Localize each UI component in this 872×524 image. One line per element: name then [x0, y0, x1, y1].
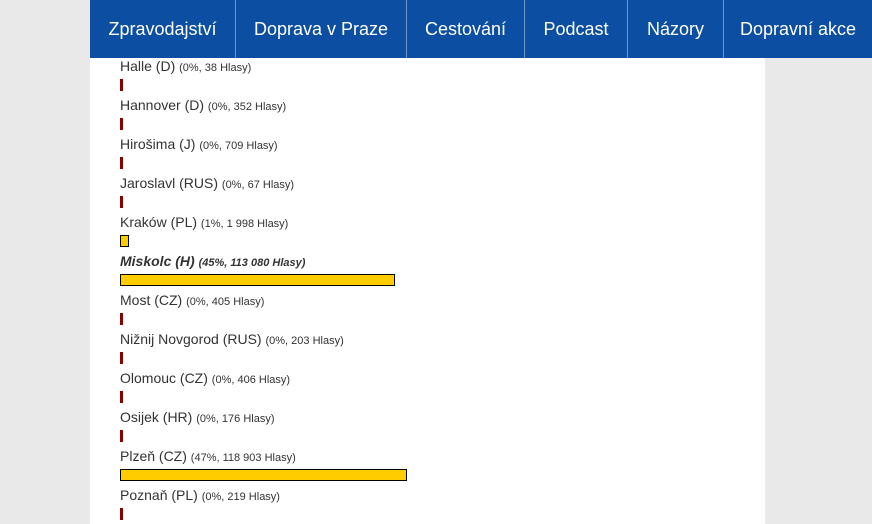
poll-option-name: Nižnij Novgorod (RUS) — [120, 331, 262, 347]
poll-option-stats: (0%, 406 Hlasy) — [211, 374, 291, 386]
main-navigation: Zpravodajství Doprava v Praze Cestování Pod… — [90, 0, 872, 58]
poll-option-stats: (45%, 113 080 Hlasy) — [198, 257, 306, 269]
poll-option-stats: (0%, 203 Hlasy) — [265, 335, 344, 347]
poll-option: Plzeň (CZ) (47%, 118 903 Hlasy) — [120, 446, 740, 485]
poll-option: Nižnij Novgorod (RUS) (0%, 203 Hlasy) — [120, 329, 740, 368]
poll-option-bar — [120, 391, 123, 403]
poll-option: Jaroslavl (RUS) (0%, 67 Hlasy) — [120, 173, 740, 212]
poll-option: Hannover (D) (0%, 352 Hlasy) — [120, 95, 740, 134]
poll-option-bar — [120, 274, 395, 286]
poll-option-label: Halle (D) (0%, 38 Hlasy) — [120, 58, 251, 74]
poll-option-bar — [120, 313, 123, 325]
poll-option-label: Most (CZ) (0%, 405 Hlasy) — [120, 292, 264, 308]
poll-option: Halle (D) (0%, 38 Hlasy) — [120, 56, 740, 95]
poll-option-label: Kraków (PL) (1%, 1 998 Hlasy) — [120, 214, 288, 230]
poll-option-stats: (0%, 352 Hlasy) — [207, 101, 287, 113]
poll-option-name: Halle (D) — [120, 58, 176, 74]
poll-option-name: Kraków (PL) — [120, 214, 198, 230]
poll-option-label: Hannover (D) (0%, 352 Hlasy) — [120, 97, 286, 113]
poll-option-stats: (0%, 405 Hlasy) — [186, 296, 265, 308]
nav-item-nazory[interactable]: Názory — [628, 0, 724, 58]
poll-option-stats: (0%, 38 Hlasy) — [179, 62, 252, 74]
poll-option-bar — [120, 118, 123, 130]
poll-option-name: Olomouc (CZ) — [120, 370, 208, 386]
poll-option-bar — [120, 430, 123, 442]
nav-item-doprava-v-praze[interactable]: Doprava v Praze — [236, 0, 407, 58]
poll-option-name: Osijek (HR) — [120, 409, 193, 425]
poll-option-bar — [120, 157, 123, 169]
poll-option-label: Miskolc (H) (45%, 113 080 Hlasy) — [120, 253, 305, 269]
poll-option: Miskolc (H) (45%, 113 080 Hlasy) — [120, 251, 740, 290]
poll-option: Hirošima (J) (0%, 709 Hlasy) — [120, 134, 740, 173]
poll-option-stats: (0%, 219 Hlasy) — [201, 491, 280, 503]
poll-option-name: Plzeň (CZ) — [120, 448, 187, 464]
poll-option-name: Most (CZ) — [120, 292, 183, 308]
poll-option-name: Miskolc (H) — [120, 253, 195, 269]
poll-option-bar — [120, 196, 123, 208]
poll-results: Halle (D) (0%, 38 Hlasy) Hannover (D) (0%… — [120, 56, 740, 524]
poll-option-name: Hannover (D) — [120, 97, 205, 113]
poll-option-label: Osijek (HR) (0%, 176 Hlasy) — [120, 409, 275, 425]
poll-option-label: Jaroslavl (RUS) (0%, 67 Hlasy) — [120, 175, 294, 191]
poll-option-stats: (0%, 709 Hlasy) — [199, 140, 278, 152]
poll-option-label: Olomouc (CZ) (0%, 406 Hlasy) — [120, 370, 290, 386]
poll-option: Osijek (HR) (0%, 176 Hlasy) — [120, 407, 740, 446]
poll-option: Poznaň (PL) (0%, 219 Hlasy) — [120, 485, 740, 524]
poll-option-stats: (0%, 176 Hlasy) — [196, 413, 275, 425]
poll-option-bar — [120, 508, 123, 520]
poll-option-label: Plzeň (CZ) (47%, 118 903 Hlasy) — [120, 448, 296, 464]
poll-option-label: Hirošima (J) (0%, 709 Hlasy) — [120, 136, 278, 152]
poll-option: Most (CZ) (0%, 405 Hlasy) — [120, 290, 740, 329]
poll-option-bar — [120, 79, 123, 91]
poll-option-label: Poznaň (PL) (0%, 219 Hlasy) — [120, 487, 280, 503]
poll-option-name: Poznaň (PL) — [120, 487, 198, 503]
poll-option-name: Hirošima (J) — [120, 136, 196, 152]
nav-item-cestovani[interactable]: Cestování — [407, 0, 525, 58]
nav-item-dopravni-akce[interactable]: Dopravní akce — [739, 18, 857, 39]
poll-option: Kraków (PL) (1%, 1 998 Hlasy) — [120, 212, 740, 251]
poll-option-label: Nižnij Novgorod (RUS) (0%, 203 Hlasy) — [120, 331, 344, 347]
poll-option-stats: (47%, 118 903 Hlasy) — [190, 452, 296, 464]
poll-option-stats: (1%, 1 998 Hlasy) — [200, 218, 289, 230]
poll-option-name: Jaroslavl (RUS) — [120, 175, 219, 191]
poll-option-bar — [120, 352, 123, 364]
nav-item-podcast[interactable]: Podcast — [525, 0, 628, 58]
poll-option-bar — [120, 235, 129, 247]
content-area — [90, 0, 765, 524]
nav-item-zpravodajstvi[interactable]: Zpravodajství — [90, 0, 236, 58]
poll-option-bar — [120, 469, 407, 481]
poll-option: Olomouc (CZ) (0%, 406 Hlasy) — [120, 368, 740, 407]
poll-option-stats: (0%, 67 Hlasy) — [221, 179, 295, 191]
